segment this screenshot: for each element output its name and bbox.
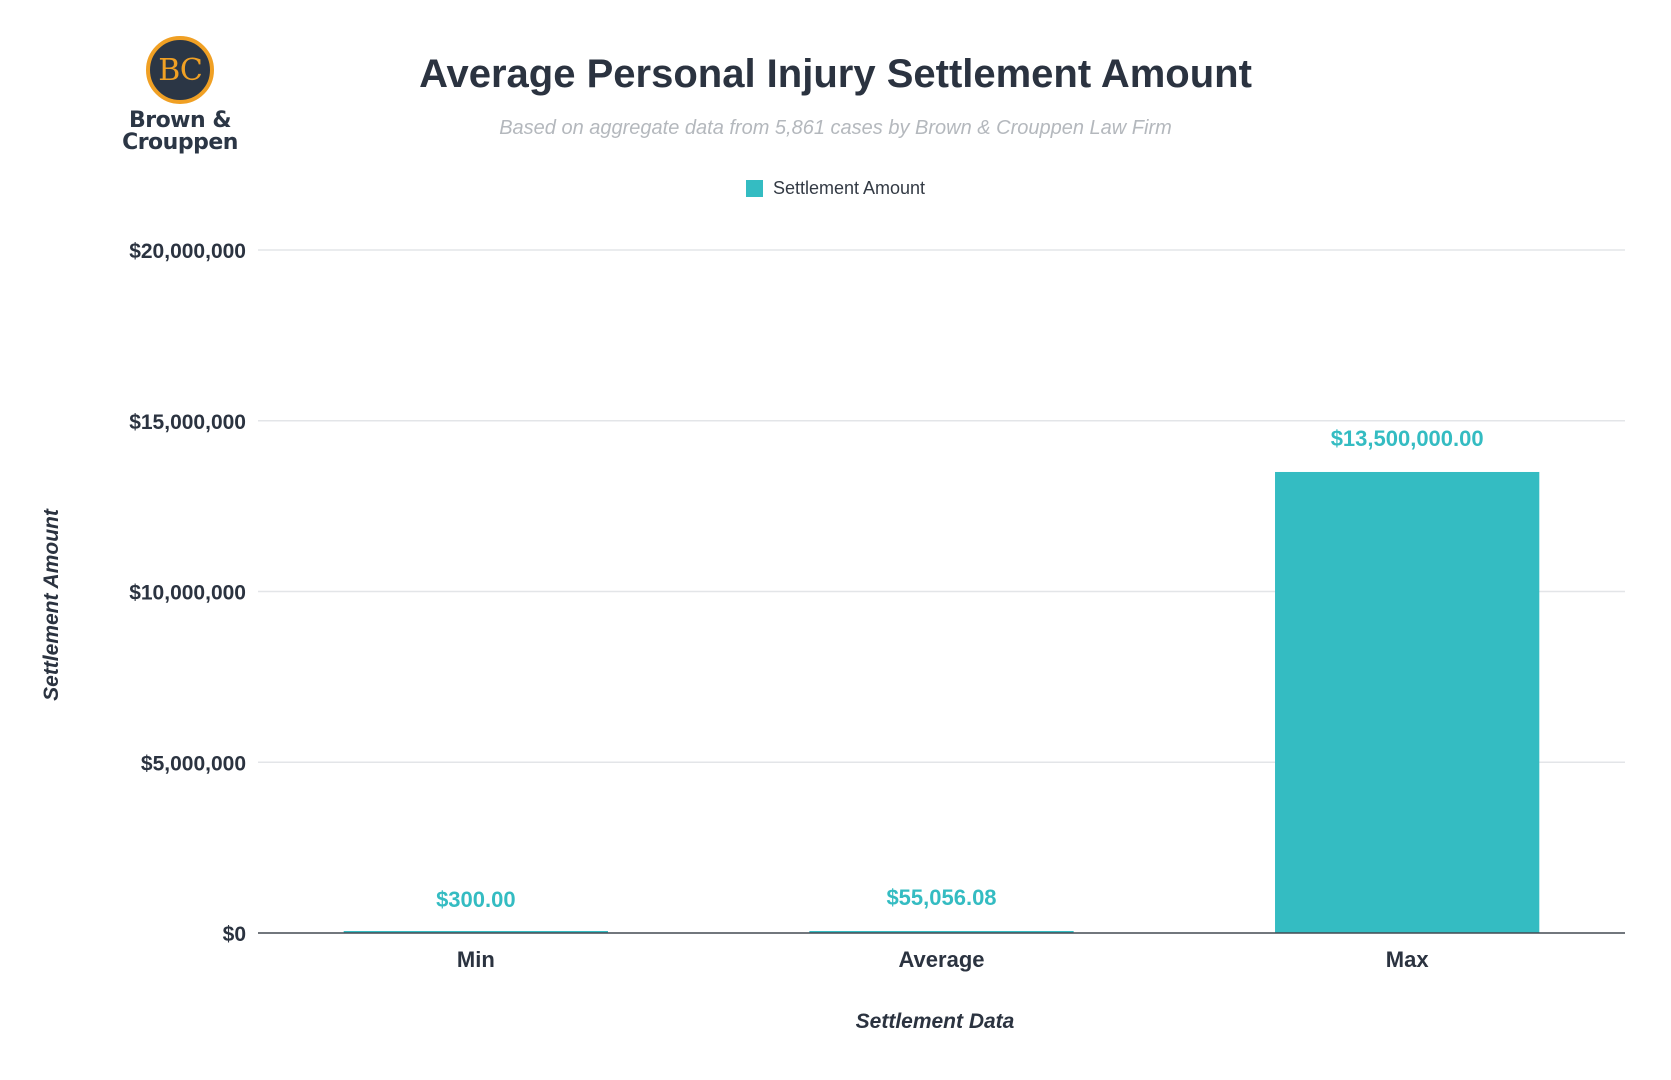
- chart-title: Average Personal Injury Settlement Amoun…: [419, 52, 1252, 96]
- data-labels: $300.00 $55,056.08 $13,500,000.00: [436, 426, 1484, 912]
- logo-mark: BC: [158, 52, 203, 88]
- logo-seal-icon: BC: [146, 36, 214, 104]
- y-tick-label: $15,000,000: [129, 411, 246, 434]
- data-label-average: $55,056.08: [886, 885, 996, 910]
- y-tick-label: $0: [223, 923, 246, 946]
- x-tick-label: Max: [1386, 947, 1430, 972]
- logo-name: Brown & Crouppen: [110, 110, 250, 154]
- logo-name-line1: Brown &: [128, 108, 232, 133]
- x-axis-ticks: Min Average Max: [457, 947, 1429, 972]
- bar-max: [1275, 471, 1540, 933]
- y-tick-label: $5,000,000: [141, 752, 246, 775]
- bar-average: [809, 931, 1074, 933]
- legend-swatch: [745, 180, 763, 197]
- bars: [343, 471, 1540, 933]
- x-axis-label: Settlement Data: [855, 1010, 1015, 1033]
- brand-logo: BC Brown & Crouppen: [110, 36, 250, 154]
- logo-name-line2: Crouppen: [122, 130, 238, 155]
- x-tick-label: Average: [898, 947, 984, 972]
- chart-subtitle: Based on aggregate data from 5,861 cases…: [499, 117, 1172, 139]
- data-label-max: $13,500,000.00: [1331, 426, 1484, 451]
- data-label-min: $300.00: [436, 887, 516, 912]
- legend-label: Settlement Amount: [772, 178, 926, 198]
- x-tick-label: Min: [457, 947, 495, 972]
- y-tick-label: $10,000,000: [129, 582, 246, 605]
- bar-min: [343, 931, 608, 933]
- y-axis-ticks: $0 $5,000,000 $10,000,000 $15,000,000 $20,00…: [129, 240, 246, 946]
- chart-legend: Settlement Amount: [0, 178, 1671, 199]
- y-tick-label: $20,000,000: [129, 240, 246, 263]
